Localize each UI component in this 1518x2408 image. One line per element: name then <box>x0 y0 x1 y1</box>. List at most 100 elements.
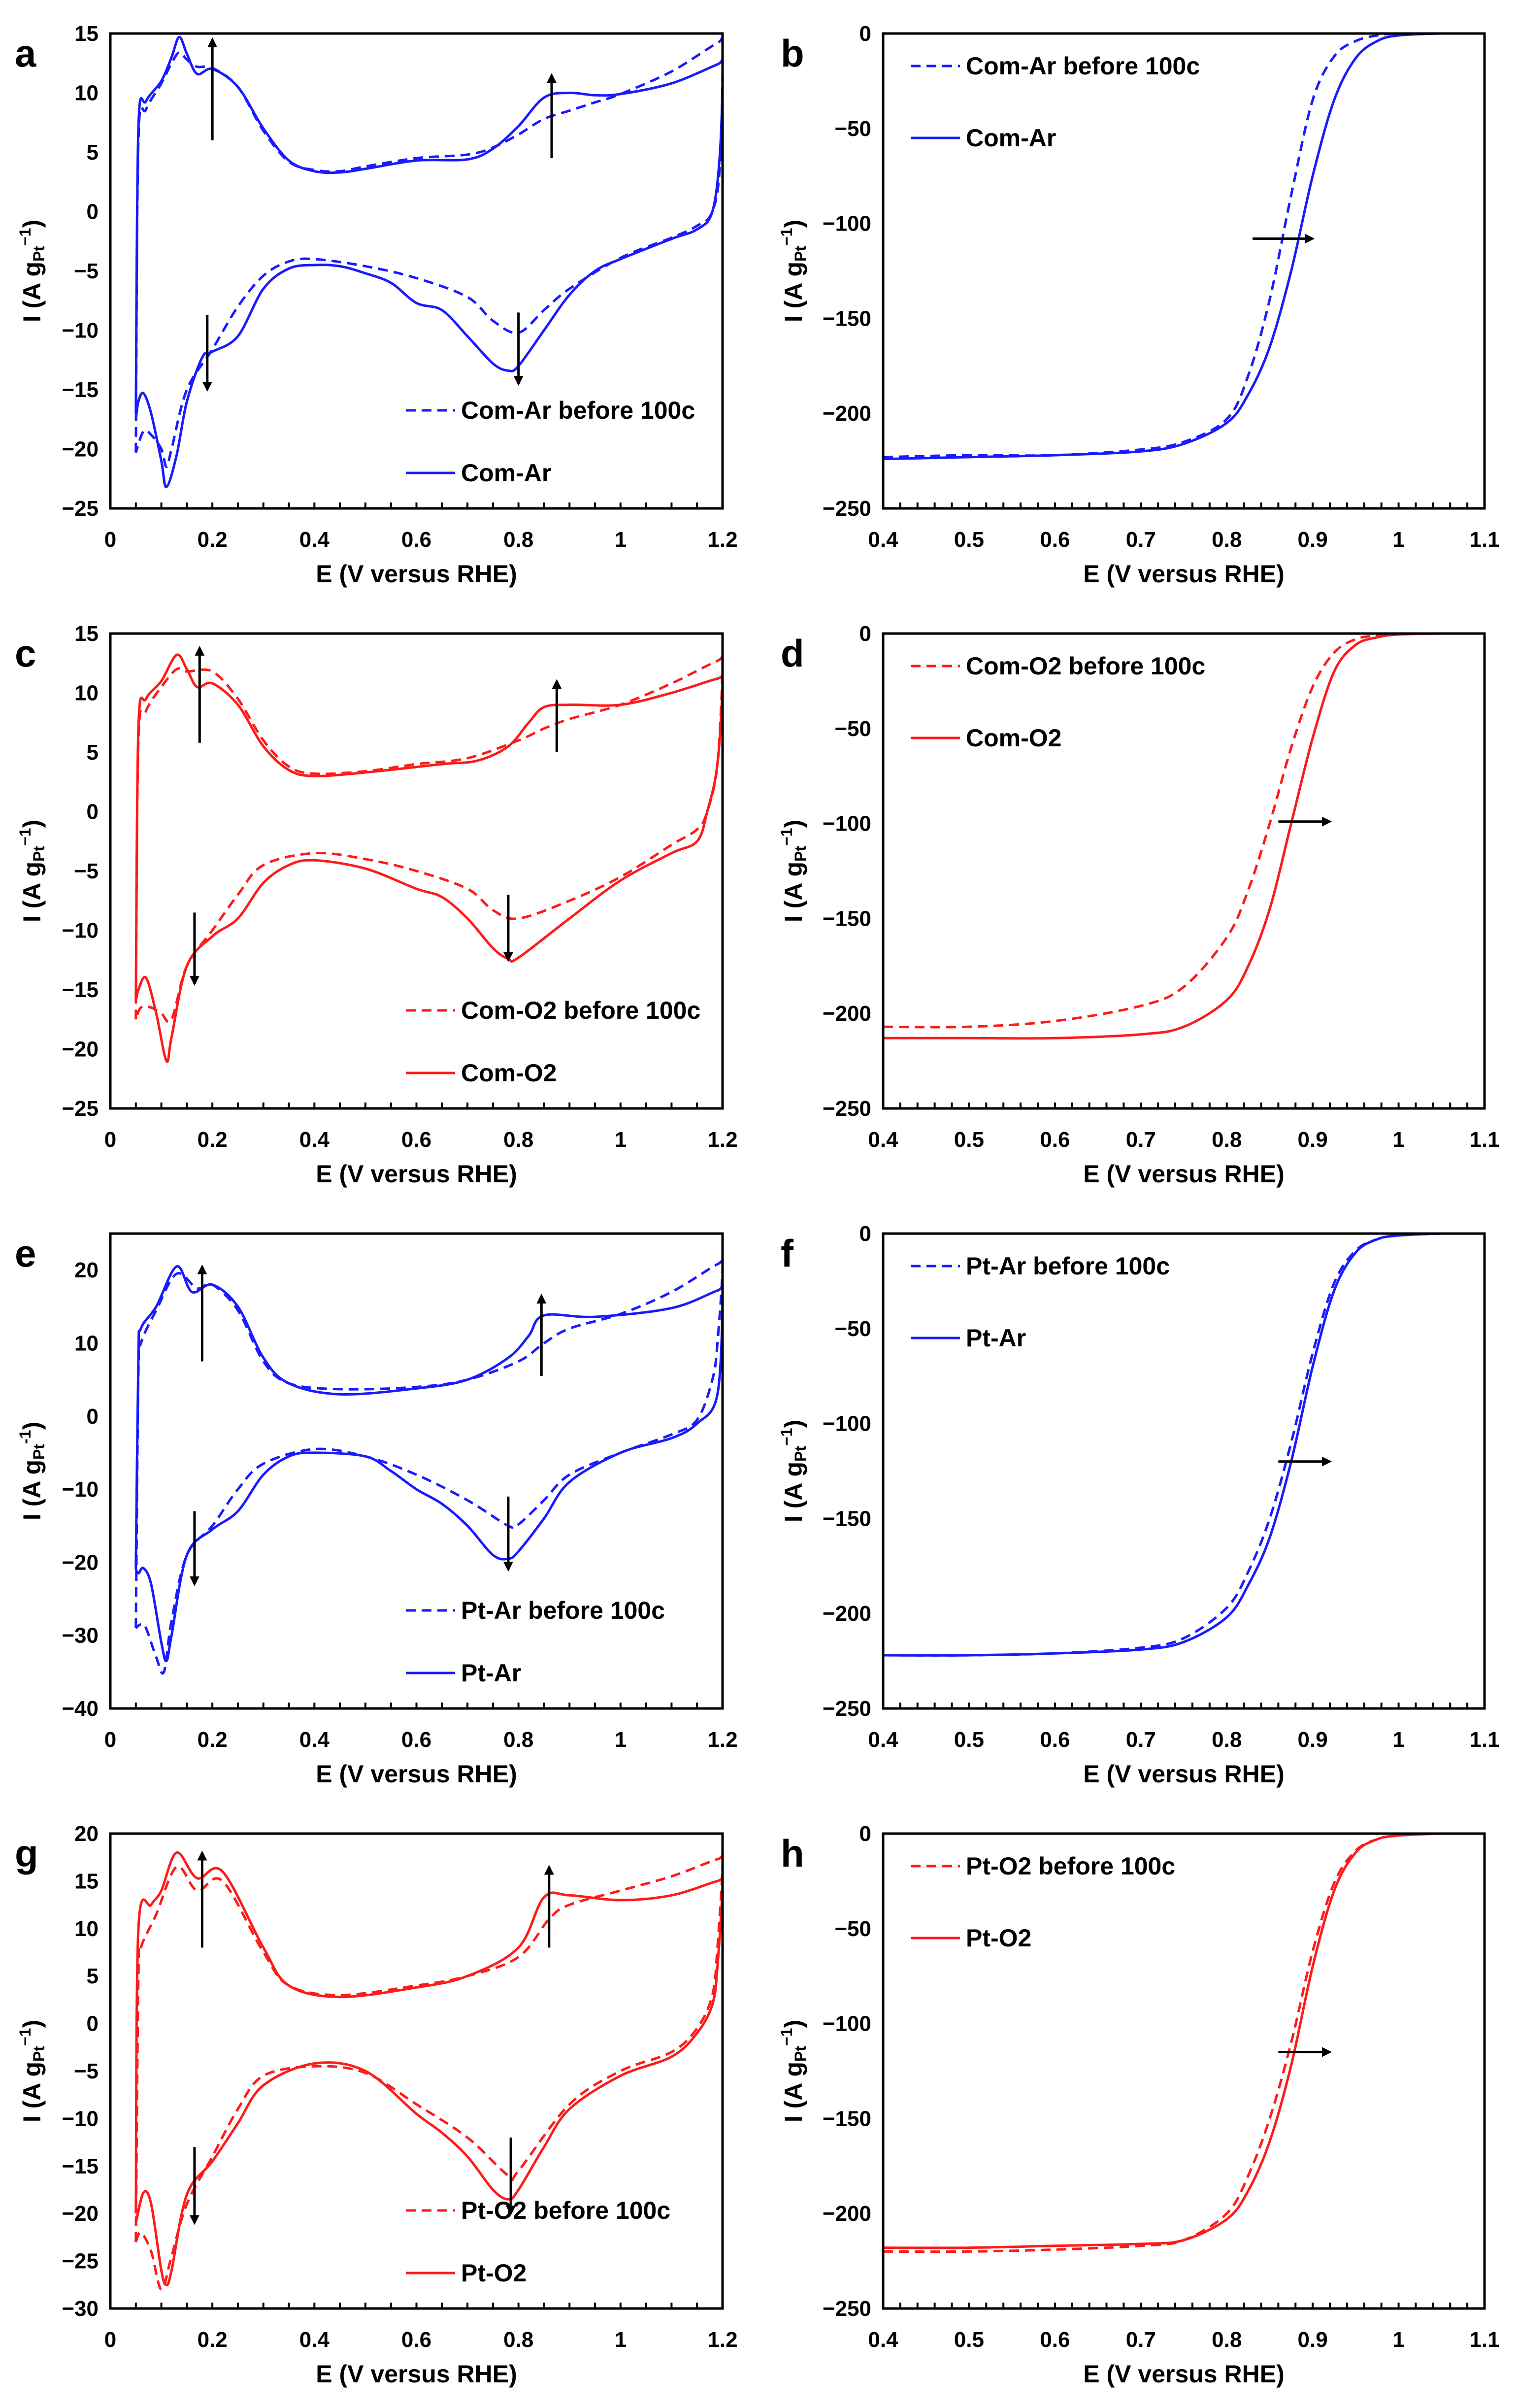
y-axis-title-subscript: Pt <box>30 846 48 862</box>
panel-letter: a <box>15 32 36 75</box>
series-line-com-ar-before-100c <box>883 33 1476 459</box>
y-axis-title-main: I (A g <box>780 1462 807 1522</box>
plot-frame <box>882 1832 1486 2310</box>
y-axis-title-subscript: Pt <box>792 1446 809 1462</box>
series-group <box>883 1234 1476 1657</box>
legend-label: Com-Ar <box>461 459 551 487</box>
y-tick-label: −20 <box>62 1037 99 1062</box>
x-tick-label: 0.2 <box>198 1728 228 1752</box>
y-tick-label: 10 <box>74 1917 99 1941</box>
x-tick-label: 1 <box>1392 1728 1404 1752</box>
x-tick-label: 0 <box>104 1728 116 1752</box>
x-tick-label: 0.6 <box>401 2328 431 2352</box>
plot-frame <box>882 632 1486 1110</box>
y-tick-label: −200 <box>823 2202 871 2226</box>
panel-g: g 0 0.2 0.4 0.6 0.8 1 1.2 −30 −25 −20 −15 −10 −5 0 5 10 1… <box>15 1822 738 2388</box>
x-tick-label: 1.2 <box>707 2328 737 2352</box>
series-line-pt-o2-before-100c <box>134 1853 723 2291</box>
panel-c: c 0 0.2 0.4 0.6 0.8 1 1.2 −25 −20 −15 −10 −5 0 5 10 15 E … <box>15 622 738 1188</box>
x-axis-title: E (V versus RHE) <box>316 2360 517 2388</box>
x-tick-label: 0.7 <box>1126 1728 1156 1752</box>
x-tick-label: 0.6 <box>401 1128 431 1152</box>
y-tick-label: −250 <box>823 1097 871 1121</box>
x-tick-label: 0.5 <box>954 528 984 552</box>
x-tick-label: 1 <box>1392 2328 1404 2352</box>
x-tick-label: 0.2 <box>198 528 228 552</box>
x-tick-label: 0.5 <box>954 1128 984 1152</box>
x-tick-label: 0.6 <box>1040 2328 1070 2352</box>
legend-label: Com-Ar before 100c <box>966 52 1200 80</box>
y-axis-title-close: ) <box>18 820 46 828</box>
y-axis-title-main: I (A g <box>18 2062 46 2122</box>
y-tick-label: −200 <box>823 1602 871 1626</box>
legend: Com-O2 before 100c Com-O2 <box>406 997 700 1087</box>
x-tick-label: 0.4 <box>299 1728 330 1752</box>
x-tick-label: 0.9 <box>1298 1728 1328 1752</box>
legend-label: Com-O2 <box>461 1059 557 1087</box>
y-tick-label: 10 <box>74 681 99 705</box>
y-tick-label: −5 <box>74 2059 99 2083</box>
legend-label: Pt-Ar before 100c <box>966 1252 1170 1280</box>
x-tick-label: 1 <box>615 1128 627 1152</box>
y-axis-title-main: I (A g <box>780 862 807 922</box>
y-tick-label: 15 <box>74 22 99 46</box>
y-tick-label: −10 <box>62 1477 99 1502</box>
x-tick-label: 0.6 <box>1040 528 1070 552</box>
x-axis-title: E (V versus RHE) <box>1083 1760 1284 1788</box>
y-tick-label: −5 <box>74 259 99 283</box>
y-tick-label: 0 <box>859 22 871 46</box>
y-axis-title-superscript: −1 <box>16 2028 34 2046</box>
x-tick-label: 1 <box>615 1728 627 1752</box>
x-tick-label: 1.2 <box>707 528 737 552</box>
y-axis-title-superscript: −1 <box>778 828 795 846</box>
y-tick-label: 5 <box>87 1964 99 1988</box>
x-tick-label: 0.4 <box>868 2328 898 2352</box>
panel-letter: c <box>15 632 36 675</box>
y-tick-label: −20 <box>62 2202 99 2226</box>
y-axis-title-close: ) <box>18 1422 46 1430</box>
panel-letter: f <box>781 1232 794 1275</box>
y-tick-label: −50 <box>834 1317 871 1341</box>
legend-label: Com-Ar <box>966 124 1056 152</box>
y-tick-label: −50 <box>834 117 871 141</box>
x-tick-label: 1.1 <box>1469 1728 1499 1752</box>
plot-frame <box>882 32 1486 510</box>
legend-label: Com-O2 before 100c <box>966 652 1205 680</box>
series-line-com-ar <box>883 33 1476 461</box>
x-tick-label: 0.5 <box>954 1728 984 1752</box>
legend: Com-Ar before 100c Com-Ar <box>911 52 1200 152</box>
x-tick-label: 0.4 <box>299 2328 330 2352</box>
y-axis-title-main: I (A g <box>18 1460 46 1520</box>
y-tick-label: −10 <box>62 919 99 943</box>
y-tick-label: −10 <box>62 319 99 343</box>
y-tick-label: 5 <box>87 740 99 765</box>
legend-label: Pt-Ar <box>461 1659 521 1687</box>
legend: Com-Ar before 100c Com-Ar <box>406 397 695 487</box>
y-tick-label: −40 <box>62 1697 99 1721</box>
legend: Pt-O2 before 100c Pt-O2 <box>406 2197 670 2287</box>
series-line-com-o2 <box>883 634 1476 1040</box>
y-tick-label: −250 <box>823 2297 871 2321</box>
y-tick-label: 15 <box>74 1869 99 1893</box>
x-tick-label: 0.6 <box>401 1728 431 1752</box>
series-line-pt-ar <box>134 1265 723 1663</box>
panel-letter: g <box>15 1832 38 1875</box>
y-tick-label: −20 <box>62 1550 99 1574</box>
y-tick-label: 10 <box>74 1331 99 1355</box>
y-tick-label: −100 <box>823 1412 871 1436</box>
y-axis-title-close: ) <box>780 1420 807 1428</box>
plot-frame <box>882 1232 1486 1710</box>
y-axis-title-superscript: −1 <box>16 228 34 246</box>
y-tick-label: −50 <box>834 1917 871 1941</box>
x-axis-title: E (V versus RHE) <box>316 560 517 588</box>
legend-label: Pt-O2 before 100c <box>966 1852 1175 1880</box>
legend-label: Com-O2 before 100c <box>461 997 700 1024</box>
x-tick-label: 0.9 <box>1298 1128 1328 1152</box>
plot-frame <box>109 1832 724 2310</box>
legend-label: Com-O2 <box>966 724 1061 752</box>
y-axis-title: I (A gPt−1) <box>778 820 809 922</box>
y-tick-label: −25 <box>62 1097 99 1121</box>
y-axis-title-close: ) <box>780 2020 807 2028</box>
y-tick-label: 0 <box>859 622 871 646</box>
series-group <box>134 1851 723 2291</box>
